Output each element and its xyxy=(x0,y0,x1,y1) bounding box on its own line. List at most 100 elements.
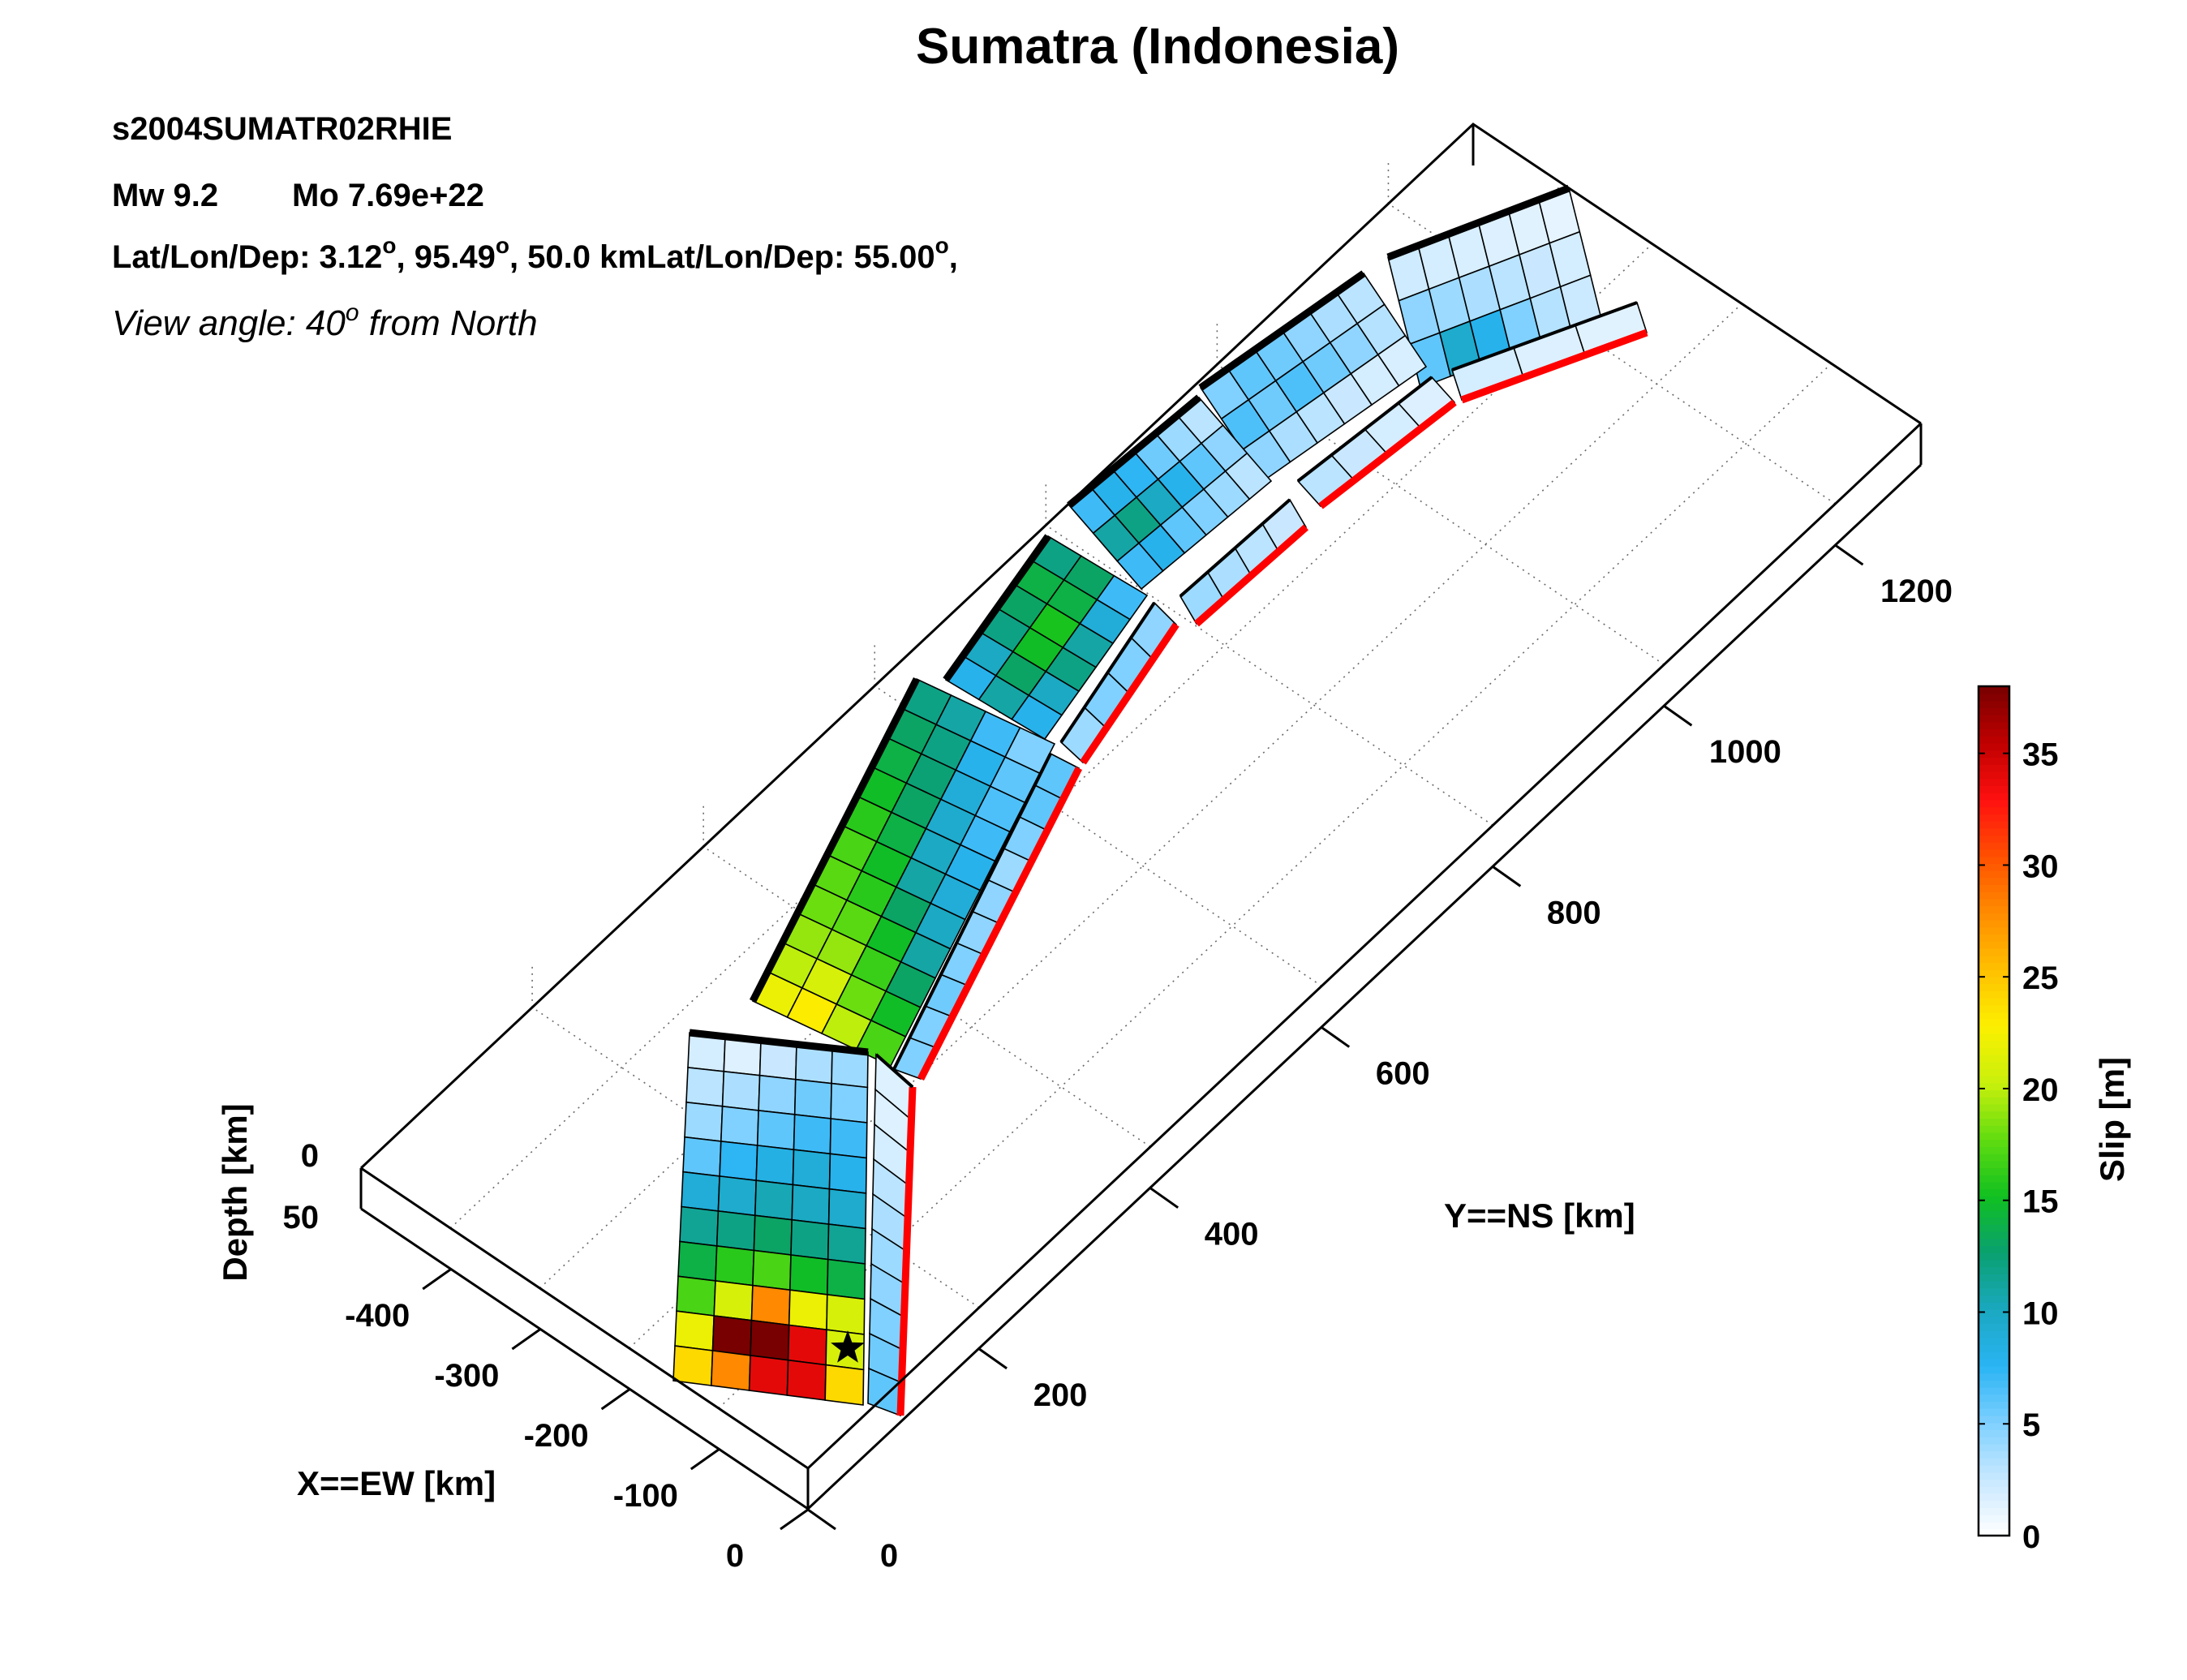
colorbar-band xyxy=(1979,983,2009,991)
colorbar-band xyxy=(1979,1330,2009,1338)
colorbar-band xyxy=(1979,892,2009,900)
degree-mark-1: o xyxy=(382,233,396,258)
colorbar-band xyxy=(1979,778,2009,786)
slip-patch xyxy=(827,1188,867,1230)
y-tick xyxy=(807,1508,836,1531)
y-tick xyxy=(1492,866,1522,887)
slip-patch xyxy=(790,1218,830,1261)
colorbar-band xyxy=(1979,1450,2009,1459)
magnitude-mw: Mw 9.2 xyxy=(112,178,218,213)
colorbar-tick-label: 10 xyxy=(2022,1295,2059,1331)
colorbar-band xyxy=(1979,1386,2009,1395)
y-tick xyxy=(1663,705,1693,727)
colorbar-band xyxy=(1979,1280,2009,1289)
slip-patch xyxy=(754,1179,794,1221)
segment-4 xyxy=(943,534,1149,741)
fault-patches xyxy=(672,184,1648,1417)
colorbar-band xyxy=(1979,1407,2009,1416)
colorbar-band xyxy=(1979,1316,2009,1325)
x-tick-label: -400 xyxy=(345,1298,410,1334)
segment-hinge-edge xyxy=(892,753,1052,1070)
colorbar-label: Slip [m] xyxy=(2093,1057,2131,1182)
colorbar-band xyxy=(1979,1344,2009,1352)
colorbar-band xyxy=(1979,1033,2009,1042)
colorbar-band xyxy=(1979,1464,2009,1473)
y-tick-label: 400 xyxy=(1205,1217,1259,1252)
x-tick xyxy=(422,1268,452,1291)
x-tick xyxy=(511,1328,541,1351)
colorbar-band xyxy=(1979,1196,2009,1204)
colorbar-band xyxy=(1979,1415,2009,1424)
colorbar-band xyxy=(1979,884,2009,892)
colorbar-band xyxy=(1979,1160,2009,1169)
segment-4-lower xyxy=(1059,601,1179,765)
slip-patch xyxy=(793,1114,832,1155)
colorbar-band xyxy=(1979,1259,2009,1268)
colorbar-band xyxy=(1979,1061,2009,1069)
colorbar-band xyxy=(1979,1153,2009,1162)
slip-patch xyxy=(679,1205,720,1247)
colorbar-band xyxy=(1979,1323,2009,1331)
colorbar-band xyxy=(1979,1429,2009,1437)
segment-6 xyxy=(672,1029,869,1406)
colorbar-band xyxy=(1979,1252,2009,1261)
segment-3 xyxy=(1067,394,1273,591)
slip-patch xyxy=(792,1149,831,1190)
colorbar-band xyxy=(1979,1380,2009,1388)
colorbar-band xyxy=(1979,976,2009,985)
location-lon: , 95.49 xyxy=(397,239,496,275)
colorbar-band xyxy=(1979,707,2009,715)
segment-hinge-edge xyxy=(1296,376,1433,483)
slip-patch xyxy=(748,1354,789,1396)
y-axis-label: Y==NS [km] xyxy=(1444,1197,1635,1235)
colorbar-band xyxy=(1979,1308,2009,1317)
slip-patch xyxy=(715,1245,755,1287)
slip-patch xyxy=(758,1074,797,1115)
colorbar-band xyxy=(1979,1175,2009,1183)
colorbar-band xyxy=(1979,1224,2009,1232)
hypocenter-location: Lat/Lon/Dep: 3.12o, 95.49o, 50.0 kmLat/L… xyxy=(112,233,958,275)
slip-patch xyxy=(711,1315,753,1356)
colorbar-band xyxy=(1979,785,2009,793)
colorbar: 0 5 10 15 20 25 30 35 xyxy=(1977,685,2059,1555)
colorbar-band xyxy=(1979,799,2009,808)
colorbar-band xyxy=(1979,693,2009,702)
location-lat: Lat/Lon/Dep: 3.12 xyxy=(112,239,382,275)
axis-ticks xyxy=(422,544,1864,1531)
view-angle-prefix: View angle: 40 xyxy=(112,303,346,343)
slip-patch xyxy=(677,1240,718,1282)
colorbar-band xyxy=(1979,990,2009,999)
segment-bottom-edge xyxy=(917,766,1083,1081)
colorbar-band xyxy=(1979,1040,2009,1048)
colorbar-band xyxy=(1979,721,2009,730)
colorbar-band xyxy=(1979,997,2009,1006)
colorbar-band xyxy=(1979,863,2009,871)
colorbar-band xyxy=(1979,1493,2009,1502)
slip-patch xyxy=(791,1184,831,1225)
y-tick-label: 800 xyxy=(1547,895,1601,930)
segment-top-edge xyxy=(689,1029,869,1056)
segment-bottom-edge xyxy=(1460,329,1648,404)
view-angle-degree: o xyxy=(346,299,359,326)
segment-bottom-edge xyxy=(1194,524,1308,627)
z-axis-label: Depth [km] xyxy=(216,1103,254,1281)
segment-2 xyxy=(1198,270,1428,483)
segment-hinge-edge xyxy=(874,1053,914,1089)
colorbar-band xyxy=(1979,1231,2009,1240)
colorbar-band xyxy=(1979,763,2009,772)
colorbar-band xyxy=(1979,969,2009,977)
colorbar-band xyxy=(1979,1358,2009,1367)
colorbar-tick-label: 0 xyxy=(2022,1519,2040,1555)
chart-title: Sumatra (Indonesia) xyxy=(916,19,1399,75)
event-id: s2004SUMATR02RHIE xyxy=(112,111,452,147)
colorbar-band xyxy=(1979,1500,2009,1508)
colorbar-band xyxy=(1979,1188,2009,1197)
colorbar-band xyxy=(1979,934,2009,942)
colorbar-band xyxy=(1979,1068,2009,1076)
colorbar-tick-label: 30 xyxy=(2022,849,2059,884)
colorbar-band xyxy=(1979,947,2009,956)
colorbar-band xyxy=(1979,919,2009,928)
z-tick-label: 50 xyxy=(283,1200,320,1235)
colorbar-band xyxy=(1979,926,2009,935)
